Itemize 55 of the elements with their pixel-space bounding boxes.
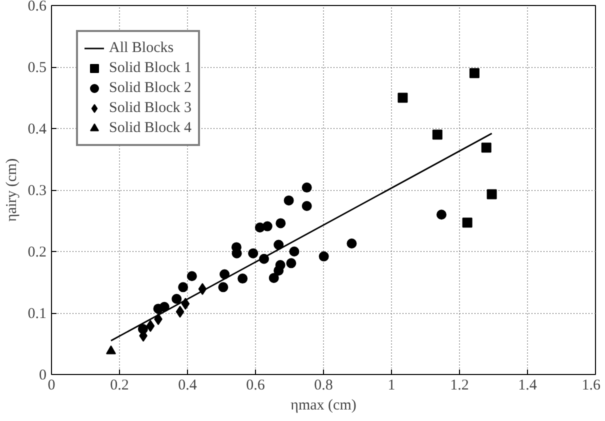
point [462,218,472,228]
x-axis-title: ηmax (cm) [290,398,356,414]
point [268,272,279,283]
point [302,182,312,193]
y-tick-label: 0.1 [28,306,46,322]
point [146,320,155,332]
legend-label: Solid Block 2 [109,80,192,96]
point [248,248,258,258]
x-tick-label: 1 [388,378,396,394]
point [302,201,312,211]
point [274,240,284,250]
point [198,283,207,296]
y-axis-title: ηairy (cm) [4,158,20,222]
y-tick-label: 0.4 [28,122,47,138]
y-tick-label: 0 [39,368,46,384]
x-tick-label: 1.2 [450,378,469,394]
point [262,221,272,232]
point [318,251,329,262]
point [274,266,284,276]
x-tick-label: 0.4 [178,378,198,394]
point [172,294,182,304]
point [289,246,300,256]
point [238,274,248,284]
x-tick-label: 1.6 [582,378,601,394]
x-tick-label: 0.2 [110,378,129,394]
y-tick-label: 0.3 [28,183,46,199]
point [436,210,446,220]
point [284,195,294,206]
legend-label: Solid Block 1 [109,60,192,76]
point [286,258,296,268]
y-tick-label: 0.5 [28,60,46,76]
legend-label: Solid Block 4 [109,120,192,136]
point [153,304,164,314]
point [259,254,269,264]
point [346,238,357,248]
point [481,142,492,153]
point [176,306,184,318]
y-tick-label: 0.6 [28,0,47,14]
x-tick-label: 0.8 [314,378,333,394]
point [178,282,188,292]
point [469,68,480,78]
x-tick-label: 0.6 [246,378,266,394]
point [106,345,116,354]
point [432,130,442,140]
point [398,92,408,103]
point [181,298,190,310]
point [220,269,230,280]
point [276,218,286,228]
point [218,282,228,292]
x-tick-label: 1.4 [518,378,538,394]
point [486,189,497,200]
point [186,271,197,282]
legend-label: All Blocks [109,40,174,56]
legend-label: Solid Block 3 [109,100,192,116]
y-tick-label: 0.2 [28,244,46,260]
